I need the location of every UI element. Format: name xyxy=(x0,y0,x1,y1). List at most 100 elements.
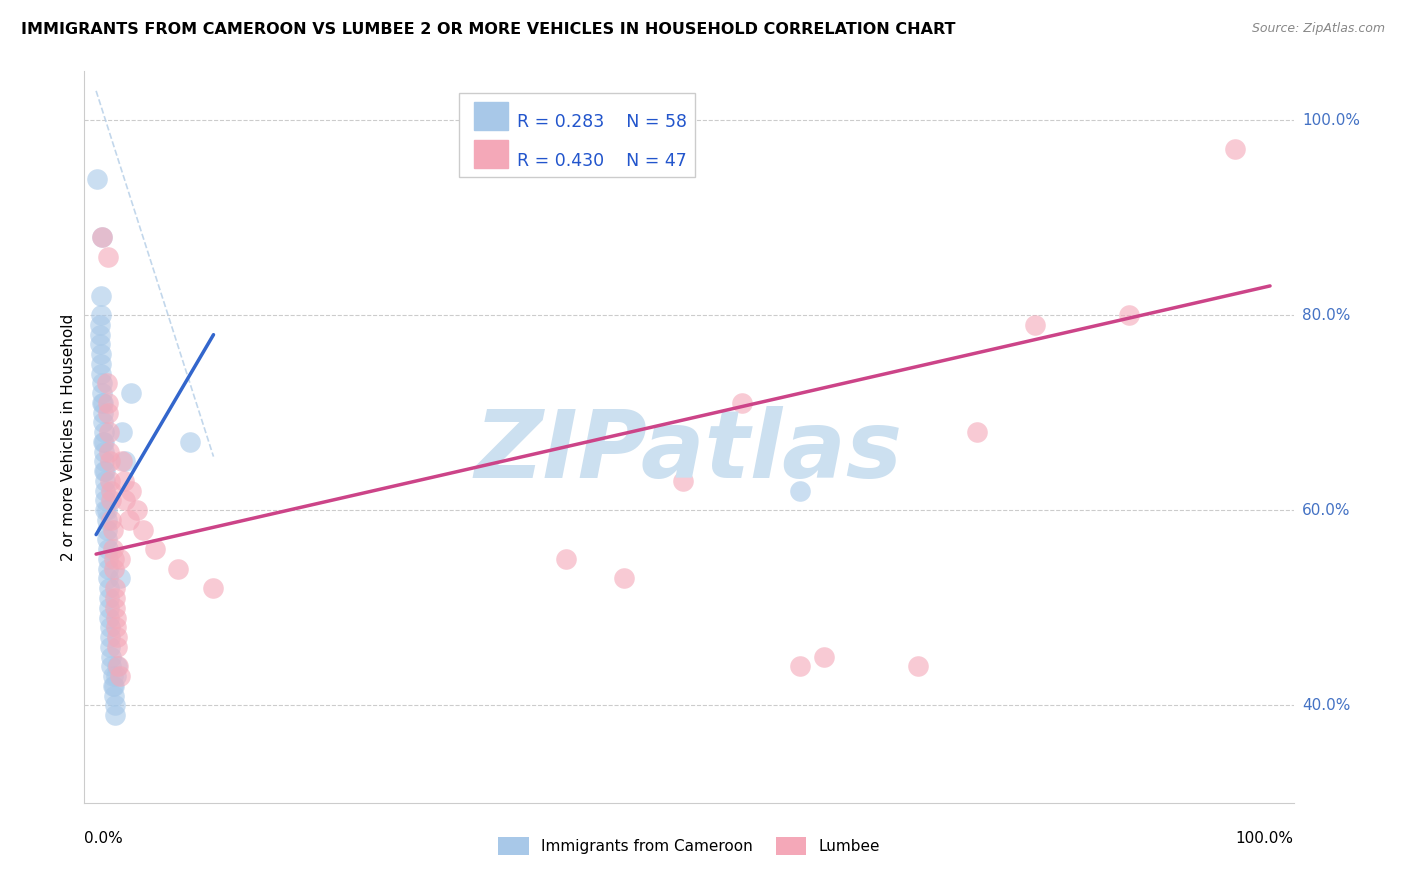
Point xyxy=(105,640,128,654)
Point xyxy=(105,620,128,634)
Text: 0.0%: 0.0% xyxy=(84,831,124,846)
Point xyxy=(103,689,125,703)
Point xyxy=(103,679,125,693)
Text: IMMIGRANTS FROM CAMEROON VS LUMBEE 2 OR MORE VEHICLES IN HOUSEHOLD CORRELATION C: IMMIGRANTS FROM CAMEROON VS LUMBEE 2 OR … xyxy=(21,22,956,37)
Point xyxy=(112,474,135,488)
Point xyxy=(91,386,114,401)
Point xyxy=(966,425,988,440)
Point xyxy=(101,523,124,537)
Point xyxy=(100,483,122,498)
Point xyxy=(98,425,121,440)
Point xyxy=(90,357,112,371)
Point xyxy=(108,552,131,566)
Point xyxy=(91,396,114,410)
Text: Source: ZipAtlas.com: Source: ZipAtlas.com xyxy=(1251,22,1385,36)
Point xyxy=(127,503,149,517)
Point xyxy=(98,444,121,458)
Point xyxy=(97,552,120,566)
Point xyxy=(96,376,118,391)
Point xyxy=(104,698,127,713)
Point xyxy=(97,250,120,264)
Point xyxy=(101,542,124,557)
Point xyxy=(96,533,118,547)
Point xyxy=(132,523,155,537)
Point xyxy=(731,396,754,410)
Point xyxy=(98,620,121,634)
Point xyxy=(108,669,131,683)
Legend: Immigrants from Cameroon, Lumbee: Immigrants from Cameroon, Lumbee xyxy=(492,831,886,861)
Point xyxy=(94,474,117,488)
Point xyxy=(114,454,136,468)
Point xyxy=(554,552,576,566)
Point xyxy=(94,503,117,517)
Point xyxy=(90,308,112,322)
Point xyxy=(672,474,695,488)
Point xyxy=(98,630,121,644)
Point xyxy=(111,454,134,468)
Point xyxy=(96,523,118,537)
Text: 80.0%: 80.0% xyxy=(1302,308,1350,323)
Point xyxy=(93,425,115,440)
Point xyxy=(94,483,117,498)
Point xyxy=(202,581,225,595)
Point xyxy=(93,444,115,458)
Point xyxy=(105,659,128,673)
Point xyxy=(907,659,929,673)
Point xyxy=(89,337,111,351)
Point xyxy=(97,396,120,410)
Point xyxy=(91,416,114,430)
Text: 40.0%: 40.0% xyxy=(1302,698,1350,713)
FancyBboxPatch shape xyxy=(474,140,508,168)
Point xyxy=(789,483,811,498)
Point xyxy=(96,503,118,517)
Point xyxy=(94,493,117,508)
Text: 100.0%: 100.0% xyxy=(1236,831,1294,846)
Point xyxy=(91,230,114,244)
Point xyxy=(105,630,128,644)
Point xyxy=(111,425,134,440)
Point xyxy=(91,230,114,244)
Y-axis label: 2 or more Vehicles in Household: 2 or more Vehicles in Household xyxy=(60,313,76,561)
Point xyxy=(114,493,136,508)
Point xyxy=(104,581,127,595)
Point xyxy=(93,464,115,478)
Point xyxy=(167,562,190,576)
Point xyxy=(104,600,127,615)
Point xyxy=(97,562,120,576)
FancyBboxPatch shape xyxy=(460,94,695,178)
Point xyxy=(100,659,122,673)
Point xyxy=(98,474,121,488)
Point xyxy=(104,591,127,605)
Point xyxy=(97,542,120,557)
Point xyxy=(94,464,117,478)
Point xyxy=(101,679,124,693)
Point xyxy=(96,513,118,527)
Text: R = 0.283    N = 58: R = 0.283 N = 58 xyxy=(517,113,688,131)
Point xyxy=(91,434,114,449)
Point xyxy=(98,640,121,654)
Point xyxy=(98,581,121,595)
Point xyxy=(97,406,120,420)
Point xyxy=(104,708,127,723)
Point xyxy=(789,659,811,673)
Point xyxy=(103,562,125,576)
FancyBboxPatch shape xyxy=(474,102,508,129)
Point xyxy=(91,396,114,410)
Text: 100.0%: 100.0% xyxy=(1302,112,1360,128)
Point xyxy=(120,386,142,401)
Point xyxy=(98,610,121,624)
Point xyxy=(120,483,142,498)
Point xyxy=(100,649,122,664)
Point xyxy=(93,434,115,449)
Point xyxy=(89,318,111,332)
Point xyxy=(90,367,112,381)
Text: R = 0.430    N = 47: R = 0.430 N = 47 xyxy=(517,152,688,169)
Point xyxy=(90,347,112,361)
Point xyxy=(97,572,120,586)
Point xyxy=(86,171,108,186)
Point xyxy=(91,376,114,391)
Point xyxy=(89,327,111,342)
Point xyxy=(103,552,125,566)
Point xyxy=(143,542,166,557)
Point xyxy=(613,572,636,586)
